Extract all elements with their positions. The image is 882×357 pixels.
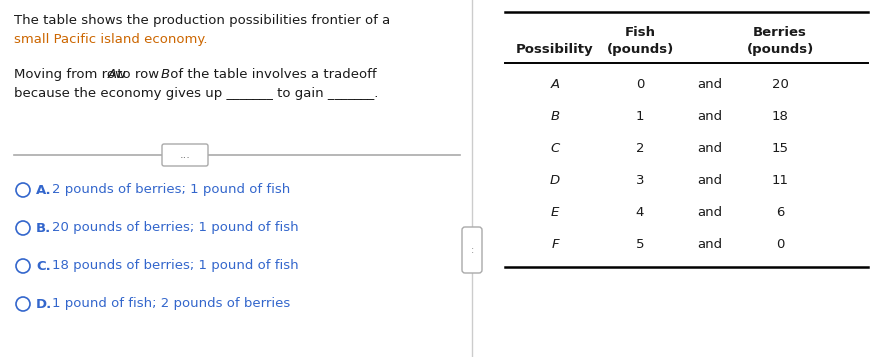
Text: to row: to row	[114, 68, 164, 81]
Text: D.: D.	[36, 297, 52, 311]
Text: A.: A.	[36, 183, 52, 196]
Text: 0: 0	[636, 79, 644, 91]
FancyBboxPatch shape	[162, 144, 208, 166]
Text: D: D	[549, 175, 560, 187]
Text: Fish: Fish	[624, 26, 655, 39]
Text: and: and	[698, 238, 722, 251]
Text: 1: 1	[636, 111, 644, 124]
Text: 6: 6	[776, 206, 784, 220]
Text: A: A	[550, 79, 559, 91]
Text: and: and	[698, 175, 722, 187]
Text: 2: 2	[636, 142, 644, 156]
Text: A: A	[108, 68, 116, 81]
Text: and: and	[698, 206, 722, 220]
Circle shape	[16, 183, 30, 197]
Text: 18: 18	[772, 111, 789, 124]
Circle shape	[16, 297, 30, 311]
Text: 11: 11	[772, 175, 789, 187]
Text: 5: 5	[636, 238, 644, 251]
Text: 4: 4	[636, 206, 644, 220]
Text: C.: C.	[36, 260, 51, 272]
Text: B: B	[161, 68, 169, 81]
Circle shape	[16, 221, 30, 235]
Text: 20: 20	[772, 79, 789, 91]
Text: 3: 3	[636, 175, 644, 187]
Text: The table shows the production possibilities frontier of a: The table shows the production possibili…	[14, 14, 390, 27]
Text: because the economy gives up _______ to gain _______.: because the economy gives up _______ to …	[14, 87, 378, 100]
Text: and: and	[698, 142, 722, 156]
Text: E: E	[551, 206, 559, 220]
Circle shape	[16, 259, 30, 273]
Text: and: and	[698, 111, 722, 124]
Text: 18 pounds of berries; 1 pound of fish: 18 pounds of berries; 1 pound of fish	[52, 260, 298, 272]
Text: and: and	[698, 79, 722, 91]
Text: (pounds): (pounds)	[607, 43, 674, 56]
Text: (pounds): (pounds)	[746, 43, 813, 56]
Text: Berries: Berries	[753, 26, 807, 39]
Text: 15: 15	[772, 142, 789, 156]
Text: B.: B.	[36, 221, 51, 235]
Text: 2 pounds of berries; 1 pound of fish: 2 pounds of berries; 1 pound of fish	[52, 183, 290, 196]
Text: :: :	[470, 245, 474, 255]
Text: 0: 0	[776, 238, 784, 251]
Text: Possibility: Possibility	[516, 43, 594, 56]
Text: Moving from row: Moving from row	[14, 68, 131, 81]
Text: C: C	[550, 142, 559, 156]
Text: 1 pound of fish; 2 pounds of berries: 1 pound of fish; 2 pounds of berries	[52, 297, 290, 311]
FancyBboxPatch shape	[462, 227, 482, 273]
Text: 20 pounds of berries; 1 pound of fish: 20 pounds of berries; 1 pound of fish	[52, 221, 298, 235]
Text: F: F	[551, 238, 559, 251]
Text: B: B	[550, 111, 559, 124]
Text: of the table involves a tradeoff: of the table involves a tradeoff	[166, 68, 377, 81]
Text: ...: ...	[180, 150, 191, 160]
Text: small Pacific island economy.: small Pacific island economy.	[14, 33, 207, 46]
